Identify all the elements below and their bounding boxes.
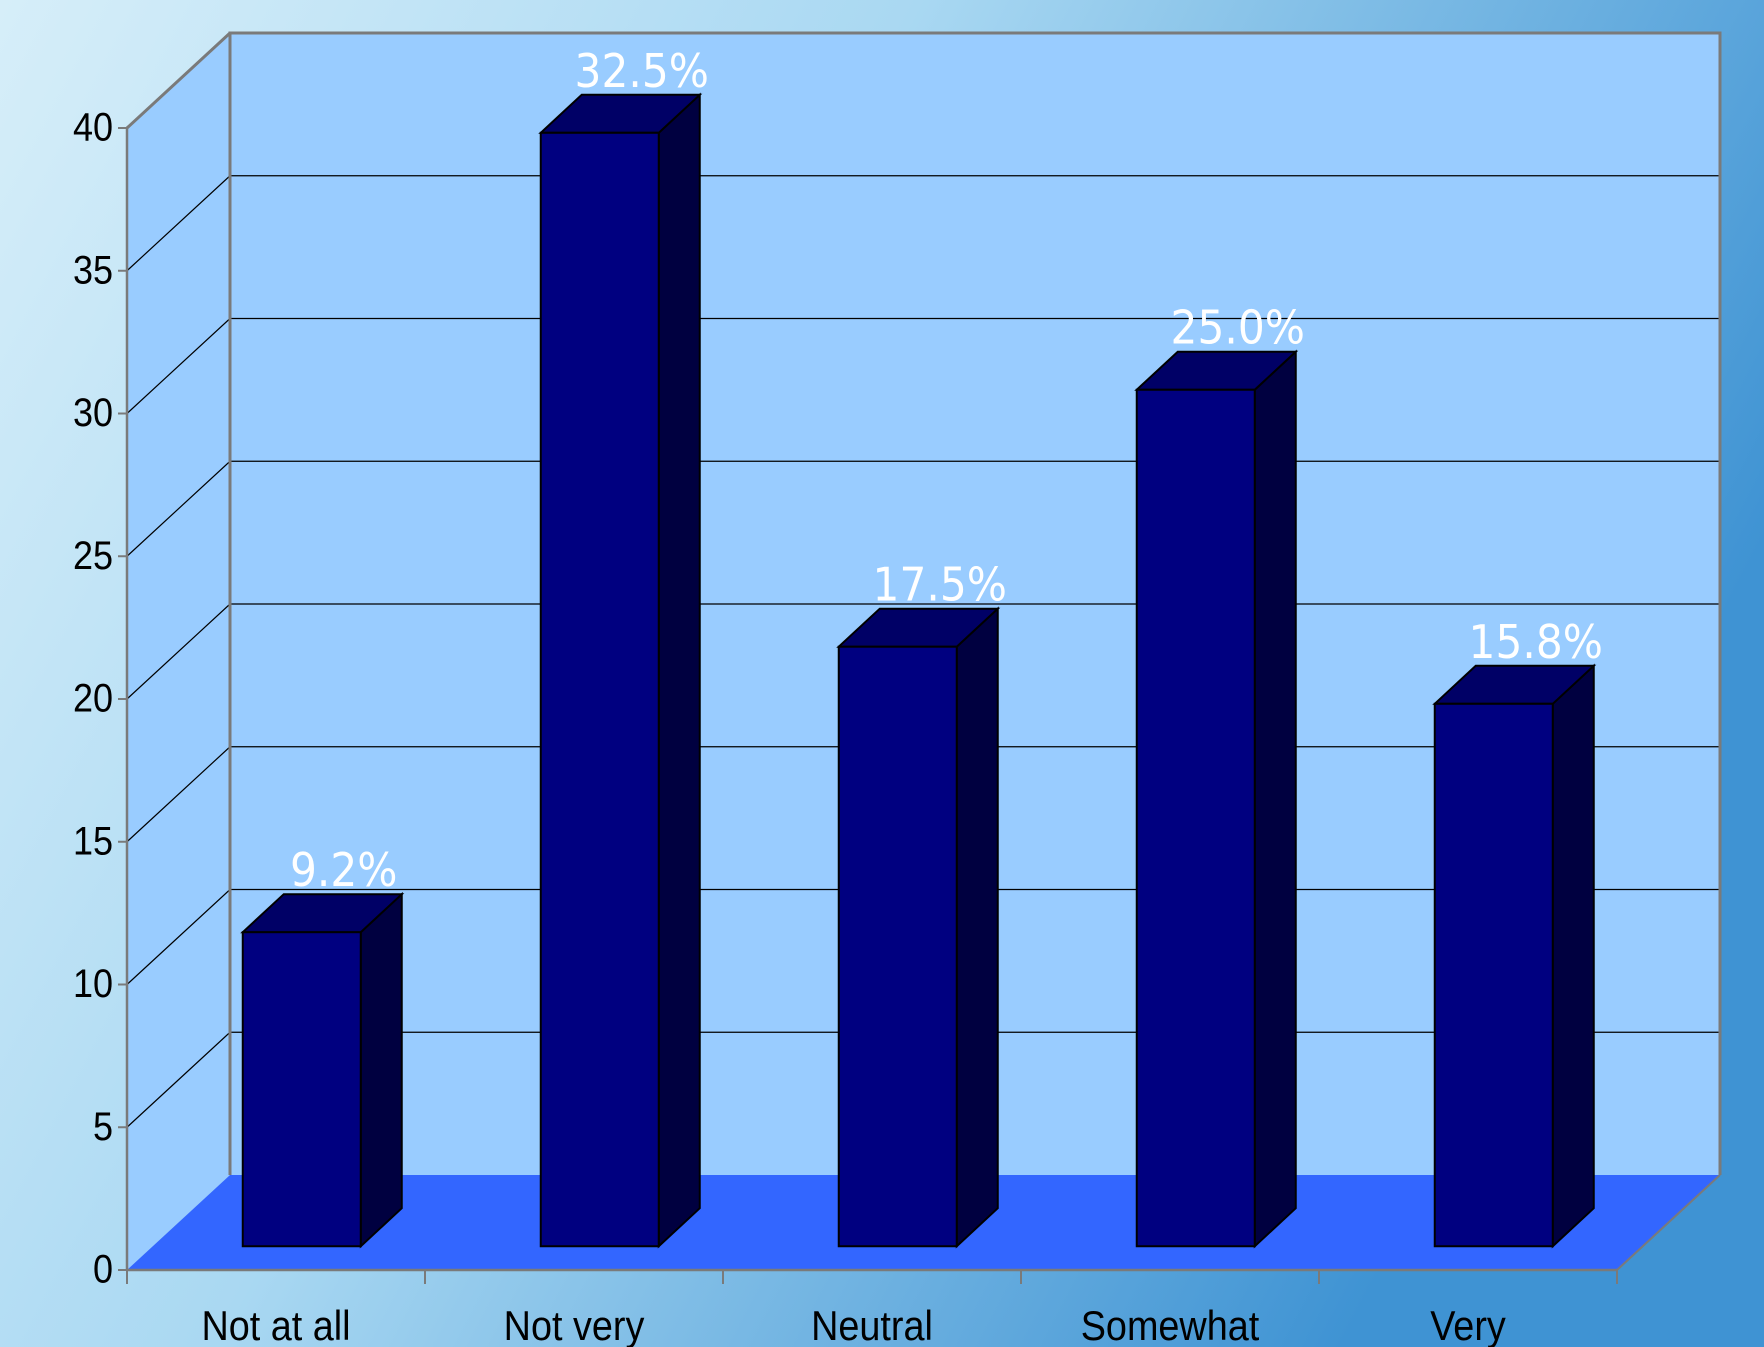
data-label: 9.2% xyxy=(290,845,397,898)
bar xyxy=(1432,663,1597,1249)
y-tick-label: 40 xyxy=(73,106,113,150)
x-tick-label: Neutral xyxy=(811,1303,933,1347)
bar-front xyxy=(837,645,958,1248)
x-tick-label: Not very xyxy=(504,1303,645,1347)
bar-side xyxy=(1551,663,1595,1249)
back-wall-border xyxy=(228,31,1722,1175)
x-tick-label: Not at all xyxy=(201,1303,350,1347)
bar-side xyxy=(955,606,999,1249)
bar-side xyxy=(657,92,701,1249)
y-tick-label: 15 xyxy=(73,820,113,864)
bar xyxy=(538,92,703,1249)
y-tick-label: 30 xyxy=(73,391,113,435)
bar xyxy=(836,606,1001,1249)
y-tick-label: 0 xyxy=(93,1248,113,1292)
data-label: 15.8% xyxy=(1469,616,1603,669)
data-label: 32.5% xyxy=(575,45,709,98)
side-wall-top-edge xyxy=(125,31,232,130)
bar-front xyxy=(1433,702,1554,1248)
bar-front xyxy=(1135,388,1256,1248)
y-tick-label: 5 xyxy=(93,1105,113,1149)
data-label: 25.0% xyxy=(1171,302,1305,355)
x-tick-label: Very xyxy=(1430,1303,1506,1347)
y-tick-label: 25 xyxy=(73,534,113,578)
y-tick-label: 10 xyxy=(73,962,113,1006)
bar-side xyxy=(1253,349,1297,1249)
y-tick-label: 20 xyxy=(73,677,113,721)
bar xyxy=(1134,349,1299,1249)
floor-right-edge xyxy=(1616,1174,1721,1271)
bar xyxy=(240,891,405,1249)
y-tick-label: 35 xyxy=(73,249,113,293)
bar-front xyxy=(241,931,362,1248)
data-label: 17.5% xyxy=(873,559,1007,612)
bar-side xyxy=(359,891,403,1249)
x-tick-label: Somewhat xyxy=(1081,1303,1260,1347)
bar-front xyxy=(539,131,660,1248)
